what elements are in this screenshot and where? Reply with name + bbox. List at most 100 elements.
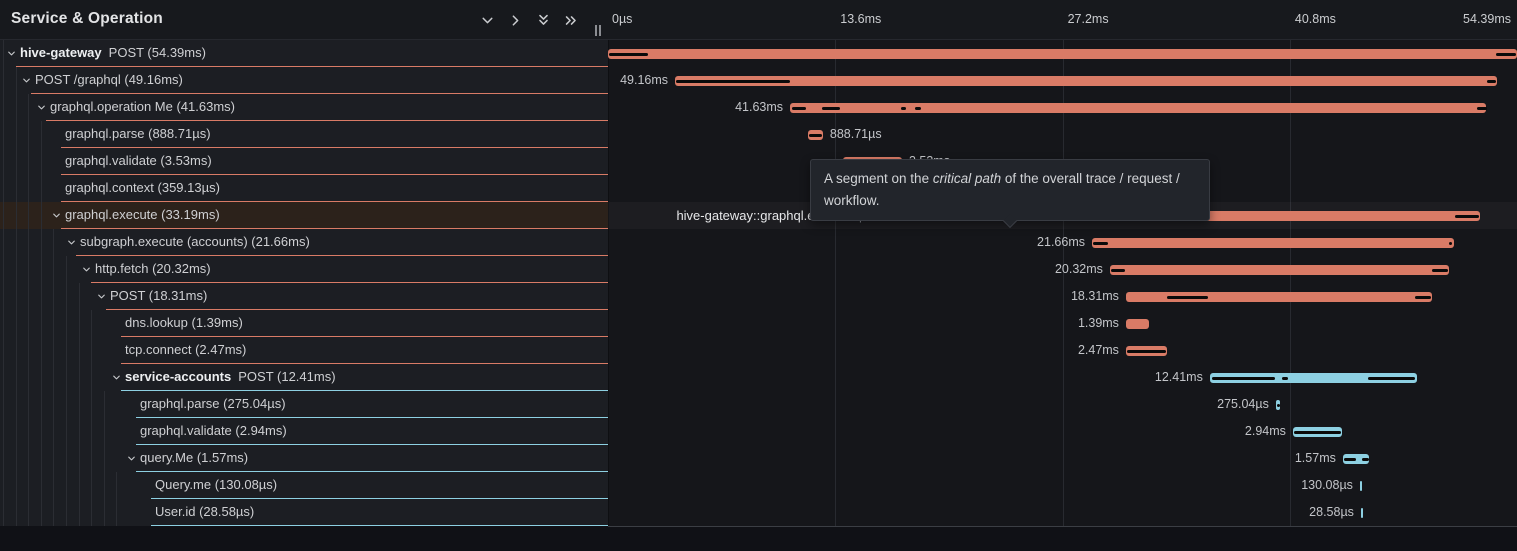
expand-chevron-icon[interactable] [81,264,92,275]
indent-guide [3,310,4,337]
double-chevron-right-icon[interactable] [563,12,580,29]
span-row-border [121,390,608,391]
chevron-right-icon[interactable] [507,12,524,29]
span-row[interactable]: graphql.parse (888.71µs) [0,121,608,148]
span-row[interactable]: tcp.connect (2.47ms) [0,337,608,364]
indent-guide [15,337,17,364]
waterfall-row: 41.63ms [608,94,1517,121]
span-row[interactable]: graphql.operation Me (41.63ms) [0,94,608,121]
indent-guide [91,310,93,337]
expand-chevron-icon[interactable] [96,291,107,302]
span-row-border [16,66,608,67]
indent-guide [3,202,4,229]
span-row[interactable]: graphql.validate (3.53ms) [0,148,608,175]
span-bar[interactable] [608,49,1517,59]
indent-guide [91,391,93,418]
span-bar[interactable] [1091,238,1454,248]
critical-path-segment [1431,268,1448,272]
span-row[interactable]: POST (18.31ms) [0,283,608,310]
indent-guide [40,364,42,391]
critical-path-segment [1211,376,1275,380]
indent-guide [28,175,30,202]
indent-guide [40,256,42,283]
indent-guide [40,337,42,364]
column-resize-handle[interactable] [594,25,603,37]
indent-guide [40,499,42,526]
indent-guide [28,256,30,283]
indent-guide [28,94,30,121]
indent-guide [3,499,4,526]
span-bar[interactable] [1360,508,1363,518]
span-row[interactable]: graphql.validate (2.94ms) [0,418,608,445]
span-row[interactable]: Query.me (130.08µs) [0,472,608,499]
expand-chevron-icon[interactable] [21,75,32,86]
waterfall-row [608,40,1517,67]
critical-path-segment [1110,268,1125,272]
span-bar[interactable] [1209,373,1418,383]
span-duration-label: 1.57ms [1294,451,1336,465]
tooltip-text-suffix: of the overall trace / request / workflo… [824,171,1180,208]
waterfall-row: 2.47ms [608,337,1517,364]
critical-path-segment [1414,295,1431,299]
indent-guide [28,121,30,148]
critical-path-segment [1448,241,1452,245]
span-row[interactable]: hive-gateway POST (54.39ms) [0,40,608,67]
critical-path-segment [1344,457,1357,461]
span-bar[interactable] [1125,292,1432,302]
indent-guide [78,364,80,391]
indent-guide [15,445,17,472]
span-bar[interactable] [1359,481,1363,491]
indent-guide [3,256,4,283]
indent-guide [28,202,30,229]
chevron-down-icon[interactable] [479,12,496,29]
span-duration-label: 275.04µs [1217,397,1269,411]
waterfall-row: 1.57ms [608,445,1517,472]
span-duration-label: 1.39ms [1077,316,1119,330]
indent-guide [3,121,4,148]
expand-chevron-icon[interactable] [66,237,77,248]
indent-guide [40,229,42,256]
indent-guide [103,472,105,499]
timeline-gridline [1063,0,1064,527]
span-row[interactable]: service-accounts POST (12.41ms) [0,364,608,391]
span-row[interactable]: http.fetch (20.32ms) [0,256,608,283]
expand-chevron-icon[interactable] [51,210,62,221]
expand-chevron-icon[interactable] [126,453,137,464]
critical-path-segment [676,79,790,83]
span-row[interactable]: POST /graphql (49.16ms) [0,67,608,94]
span-row[interactable]: graphql.context (359.13µs) [0,175,608,202]
span-row-border [31,93,608,94]
span-row[interactable]: User.id (28.58µs) [0,499,608,526]
expand-chevron-icon[interactable] [111,372,122,383]
expand-chevron-icon[interactable] [6,48,17,59]
critical-path-tooltip: A segment on the critical path of the ov… [810,159,1210,229]
expand-chevron-icon[interactable] [36,102,47,113]
span-row-border [61,228,608,229]
span-bar[interactable] [1109,265,1450,275]
span-row[interactable]: graphql.parse (275.04µs) [0,391,608,418]
span-bar[interactable] [675,76,1497,86]
span-bar[interactable] [1125,319,1150,329]
indent-guide [66,499,67,526]
span-row[interactable]: subgraph.execute (accounts) (21.66ms) [0,229,608,256]
span-row[interactable]: dns.lookup (1.39ms) [0,310,608,337]
span-name-label: query.Me (1.57ms) [140,450,249,465]
waterfall-row: 49.16ms [608,67,1517,94]
indent-guide [28,445,30,472]
critical-path-segment [609,52,648,56]
indent-guide [40,472,42,499]
span-row[interactable]: graphql.execute (33.19ms) [0,202,608,229]
span-row[interactable]: query.Me (1.57ms) [0,445,608,472]
indent-guide [78,310,80,337]
waterfall-panel [608,40,1517,527]
indent-guide [3,67,4,94]
span-duration-label: 21.66ms [1037,235,1085,249]
span-bar[interactable] [790,103,1486,113]
indent-guide [40,121,42,148]
double-chevron-down-icon[interactable] [535,12,552,29]
indent-guide [66,418,67,445]
critical-path-segment [1167,295,1208,299]
indent-guide [116,499,118,526]
panel-divider [608,0,609,527]
indent-guide [3,364,4,391]
